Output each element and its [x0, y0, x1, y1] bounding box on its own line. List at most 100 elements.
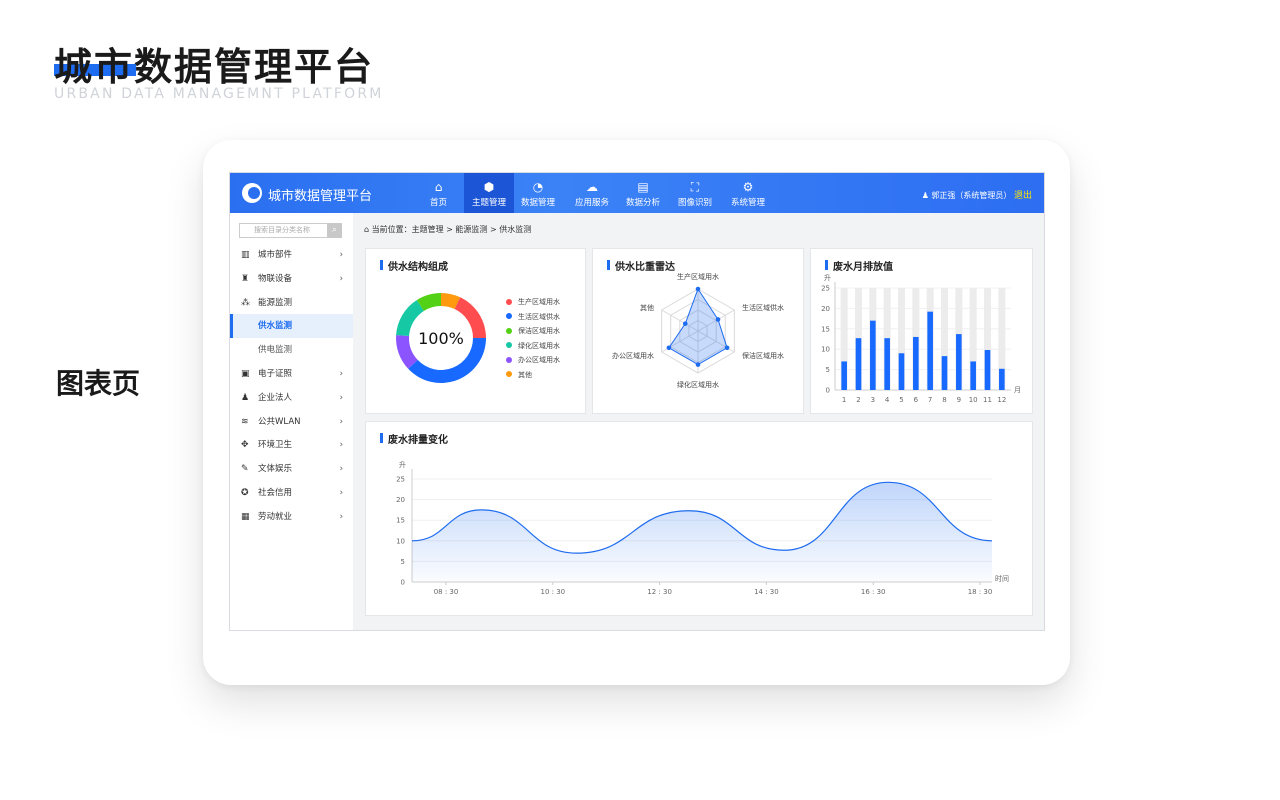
sidebar-item[interactable]: ♜ 物联设备 › — [230, 267, 353, 291]
breadcrumb-item[interactable]: 能源监测 — [455, 225, 488, 234]
x-tick-label: 7 — [928, 396, 932, 404]
x-tick-label: 12 : 30 — [647, 588, 672, 596]
cloud-icon: ☁ — [586, 180, 598, 194]
x-tick-label: 1 — [842, 396, 846, 404]
card-monthly-waste: 废水月排放值 升 0 5 10 15 20 25 1 2 3 4 5 6 7 8 9 10 11 12 月 — [810, 248, 1033, 414]
sidebar-item[interactable]: ▦ 劳动就业 › — [230, 505, 353, 529]
bar — [927, 311, 933, 390]
bar — [841, 361, 847, 390]
chevron-right-icon: › — [339, 369, 343, 379]
area-fill — [412, 482, 992, 582]
radar-label: 其他 — [640, 303, 654, 312]
nav-label: 系统管理 — [730, 198, 765, 208]
legend-label: 保洁区域用水 — [518, 327, 560, 335]
card-title: 供水结构组成 — [380, 258, 448, 273]
home-icon: ⌂ — [434, 180, 443, 194]
legend-label: 生活区域供水 — [518, 312, 560, 321]
legend-item[interactable]: 生产区域用水 — [506, 297, 560, 307]
scan-icon: ⛶ — [690, 180, 700, 194]
y-tick-label: 0 — [826, 387, 830, 395]
page-subtitle: URBAN DATA MANAGEMNT PLATFORM — [54, 86, 384, 102]
radar-point — [724, 345, 730, 351]
logout-link[interactable]: 退出 — [1013, 191, 1032, 201]
report-icon: ▤ — [637, 180, 649, 194]
card-waste-trend: 废水排量变化 升 0 5 10 15 20 25 08 : 30 10 : 30 12 : 30 1… — [365, 421, 1033, 616]
legend-label: 生产区域用水 — [518, 298, 560, 306]
nav-item[interactable]: ⚙ 系统管理 — [722, 173, 774, 213]
x-tick-label: 3 — [871, 396, 875, 404]
sidebar-item-label: 企业法人 — [258, 392, 293, 403]
sidebar-item[interactable]: ✎ 文体娱乐 › — [230, 457, 353, 481]
home-icon: ⌂ — [364, 225, 372, 234]
page-title: 城市数据管理平台 — [54, 45, 375, 89]
sidebar-item[interactable]: ≋ 公共WLAN › — [230, 410, 353, 434]
nav-item[interactable]: ▤ 数据分析 — [618, 173, 668, 213]
sidebar-item[interactable]: ▥ 城市部件 › — [230, 243, 353, 267]
radar-label: 生活区域供水 — [742, 303, 784, 312]
y-tick-label: 25 — [821, 285, 830, 293]
radar-point — [682, 321, 688, 326]
donut-slice — [408, 338, 486, 383]
nav-item[interactable]: ⬢ 主题管理 — [464, 173, 514, 213]
chevron-right-icon: › — [339, 440, 343, 451]
bar-background — [840, 288, 848, 390]
legend-label: 其他 — [518, 370, 532, 379]
sidebar-item[interactable]: ✪ 社会信用 › — [230, 481, 353, 505]
x-tick-label: 2 — [856, 396, 860, 404]
legend-item[interactable]: 绿化区域用水 — [506, 341, 560, 351]
microphone-icon: ✎ — [241, 464, 249, 475]
sidebar-item[interactable]: ✥ 环境卫生 › — [230, 433, 353, 457]
breadcrumb: ⌂ 当前位置：主题管理 > 能源监测 > 供水监测 — [364, 225, 532, 234]
bar — [941, 356, 948, 390]
logo-icon — [242, 183, 262, 203]
radar-point — [695, 286, 701, 292]
legend-swatch — [506, 356, 512, 363]
nav-item[interactable]: ⌂ 首页 — [426, 173, 451, 213]
sidebar-item[interactable]: ♟ 企业法人 › — [230, 386, 353, 410]
bar-background — [898, 288, 905, 390]
badge-icon: ✪ — [241, 488, 249, 498]
card-supply-structure: 供水结构组成 100% 生产区域用水 生活区域供水 保洁区域用水 绿化区域用水 办公区域… — [365, 248, 586, 414]
card-title: 废水月排放值 — [825, 258, 893, 273]
donut-slice — [416, 293, 441, 311]
sidebar-item[interactable]: ▣ 电子证照 › — [230, 362, 353, 386]
search-icon[interactable]: ⌕ — [327, 223, 342, 238]
id-card-icon: ▣ — [241, 369, 250, 379]
donut-slice — [454, 297, 486, 338]
sidebar-item[interactable]: ⁂ 能源监测 — [230, 291, 353, 315]
nav-label: 应用服务 — [574, 198, 609, 208]
radar-point — [695, 362, 701, 367]
y-tick-label: 20 — [821, 305, 830, 313]
app-screen: 城市数据管理平台 ⌂ 首页 ⬢ 主题管理 ◔ 数据管理 ☁ 应用服务 ▤ 数据分析 ⛶ 图像识别 ⚙ 系统… — [229, 172, 1045, 631]
bar-background — [941, 288, 948, 390]
gear-icon: ⚙ — [742, 180, 754, 194]
nav-item[interactable]: ☁ 应用服务 — [566, 173, 618, 213]
radar-point — [715, 317, 721, 322]
bar-background — [984, 288, 991, 390]
radar-axis — [661, 309, 699, 332]
x-tick-label: 5 — [899, 396, 903, 404]
sidebar-item[interactable]: 供水监测 — [230, 314, 353, 339]
legend-item[interactable]: 办公区域用水 — [506, 355, 560, 365]
legend-swatch — [506, 371, 512, 377]
legend-item[interactable]: 其他 — [506, 370, 532, 380]
bar — [913, 336, 919, 390]
nav-item[interactable]: ◔ 数据管理 — [514, 173, 562, 213]
x-tick-label: 18 : 30 — [968, 588, 993, 596]
sidebar-item-label: 电子证照 — [258, 369, 293, 379]
search-input[interactable]: 搜索目录分类名称 ⌕ — [239, 223, 342, 238]
briefcase-icon: ▦ — [241, 511, 250, 522]
sidebar-item[interactable]: 供电监测 — [230, 338, 353, 362]
legend-item[interactable]: 保洁区域用水 — [506, 326, 560, 336]
radar-label: 生产区域用水 — [677, 272, 719, 281]
radar-label: 保洁区域用水 — [742, 351, 784, 360]
bar — [870, 320, 876, 390]
breadcrumb-item[interactable]: 主题管理 — [411, 225, 444, 234]
legend-item[interactable]: 生活区域供水 — [506, 312, 560, 322]
user-info: ♟ 郭正强（系统管理员） 退出 — [922, 188, 1032, 201]
sidebar-item-label: 文体娱乐 — [258, 464, 293, 475]
nav-item[interactable]: ⛶ 图像识别 — [670, 173, 720, 213]
donut-slice — [441, 293, 461, 310]
